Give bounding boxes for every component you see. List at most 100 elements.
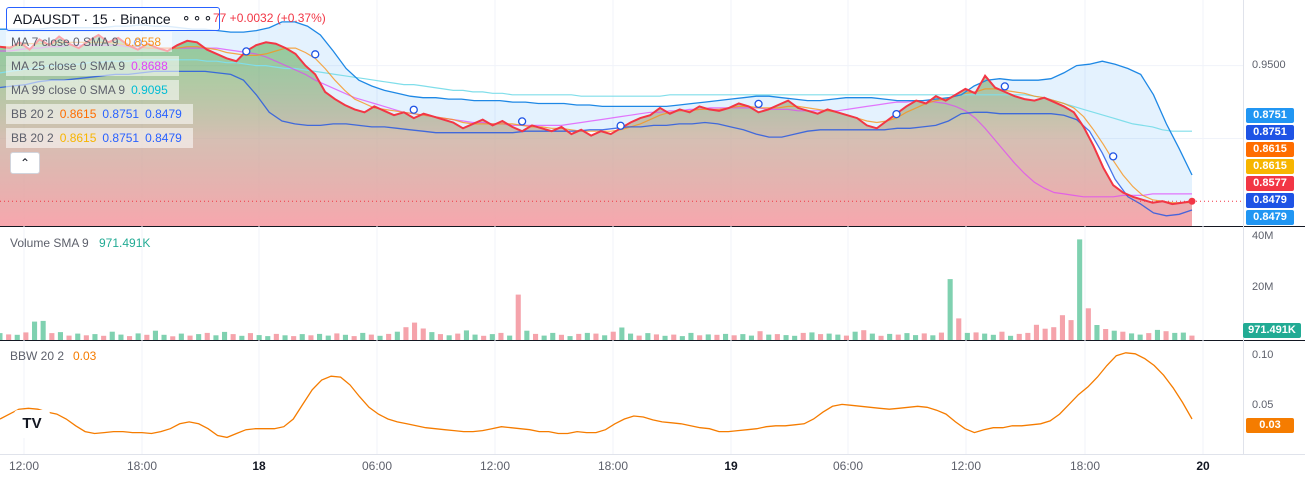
indicator-bb-2[interactable]: BB 20 2 0.8615 0.8751 0.8479 [6, 128, 193, 148]
volume-bar [748, 335, 754, 340]
price-pane [0, 0, 1243, 454]
time-tick: 06:00 [832, 459, 864, 473]
volume-bar [213, 335, 219, 340]
volume-bar [170, 336, 176, 340]
signal-marker [409, 105, 418, 114]
volume-bar [101, 335, 107, 340]
volume-bar [273, 333, 279, 340]
indicator-ma25[interactable]: MA 25 close 0 SMA 9 0.8688 [6, 56, 179, 76]
volume-bar [75, 333, 81, 340]
volume-bar [766, 334, 772, 340]
volume-bar [498, 332, 504, 340]
volume-bar [904, 333, 910, 340]
volume-bar [628, 333, 634, 340]
more-dots-icon[interactable]: ⚬⚬⚬ [180, 11, 214, 26]
volume-bar [57, 332, 63, 340]
volume-bar [256, 335, 262, 340]
volume-bar [40, 320, 46, 340]
volume-bar [23, 332, 29, 340]
volume-bar [947, 279, 953, 340]
symbol-title[interactable]: ADAUSDT · 15 · Binance ⚬⚬⚬ [6, 7, 221, 31]
volume-bar [420, 328, 426, 340]
bbw-pane [0, 352, 1193, 439]
indicator-value: 0.8615 [59, 107, 97, 121]
volume-bar [887, 333, 893, 340]
volume-bar [1163, 331, 1169, 340]
volume-bar [109, 331, 115, 340]
volume-bar [636, 335, 642, 340]
volume-pane [0, 239, 1195, 340]
volume-bar [1111, 330, 1117, 340]
volume-bar [602, 335, 608, 340]
volume-bar [299, 334, 305, 340]
volume-bar [403, 327, 409, 340]
volume-bar [481, 335, 487, 340]
bbw-line [0, 352, 1193, 439]
volume-bar [662, 335, 668, 340]
volume-bar [127, 336, 133, 340]
bbw-indicator-value: 0.03 [73, 349, 97, 363]
time-tick: 20 [1196, 459, 1210, 473]
volume-bar [455, 333, 461, 340]
time-tick: 06:00 [361, 459, 393, 473]
indicator-ma7[interactable]: MA 7 close 0 SMA 9 0.8558 [6, 32, 173, 52]
volume-last-label: 971.491K [1243, 323, 1301, 338]
volume-bar [1120, 331, 1126, 340]
volume-bar [507, 335, 513, 340]
volume-bar [852, 331, 858, 340]
volume-bar [567, 336, 573, 340]
volume-bar [999, 331, 1005, 340]
volume-bar [731, 335, 737, 340]
volume-bar [377, 335, 383, 340]
volume-bar [196, 334, 202, 340]
volume-bar [1059, 315, 1065, 340]
indicator-ma99[interactable]: MA 99 close 0 SMA 9 0.9095 [6, 80, 179, 100]
volume-bar [317, 333, 323, 340]
volume-bar [1025, 332, 1031, 340]
ma99-line [0, 59, 1192, 132]
chevron-up-icon[interactable]: ⌃ [10, 152, 40, 174]
volume-bar [66, 335, 72, 340]
indicator-bb-1[interactable]: BB 20 2 0.8615 0.8751 0.8479 [6, 104, 193, 124]
bbw-indicator-label[interactable]: BBW 20 2 [10, 349, 65, 363]
volume-bar [878, 335, 884, 340]
volume-indicator-label[interactable]: Volume SMA 9 [10, 236, 89, 250]
volume-bar [1033, 324, 1039, 340]
volume-bar [973, 332, 979, 340]
volume-bar [541, 335, 547, 340]
volume-bar [533, 333, 539, 340]
tradingview-logo[interactable]: TV [14, 410, 50, 438]
indicator-value: 0.8558 [124, 35, 162, 49]
volume-bar [144, 334, 150, 340]
volume-bar [187, 335, 193, 340]
indicator-value: 0.8751 [102, 131, 140, 145]
volume-bar [826, 333, 832, 340]
volume-bar [429, 332, 435, 340]
volume-bar [342, 334, 348, 340]
volume-bar [351, 336, 357, 340]
volume-bar [239, 335, 245, 340]
volume-bar [610, 331, 616, 340]
volume-bar [14, 334, 20, 340]
volume-bar [792, 335, 798, 340]
indicator-value: 0.9095 [131, 83, 168, 97]
time-tick: 18:00 [597, 459, 629, 473]
volume-bar [714, 334, 720, 340]
indicator-value: 0.8688 [131, 59, 168, 73]
volume-bar [688, 332, 694, 340]
ma7-line [0, 41, 1192, 204]
volume-bar [282, 335, 288, 340]
bbw-tick: 0.05 [1252, 399, 1274, 411]
volume-bar [265, 336, 271, 340]
volume-bar [1129, 333, 1135, 340]
volume-bar [869, 333, 875, 340]
volume-bar [861, 330, 867, 340]
volume-bar [524, 330, 530, 340]
volume-bar [204, 332, 210, 340]
ma25-line [0, 44, 1192, 198]
price-area [0, 35, 1192, 226]
indicator-value: 0.8479 [145, 131, 182, 145]
volume-bar [247, 333, 253, 340]
signal-marker [1109, 152, 1118, 161]
